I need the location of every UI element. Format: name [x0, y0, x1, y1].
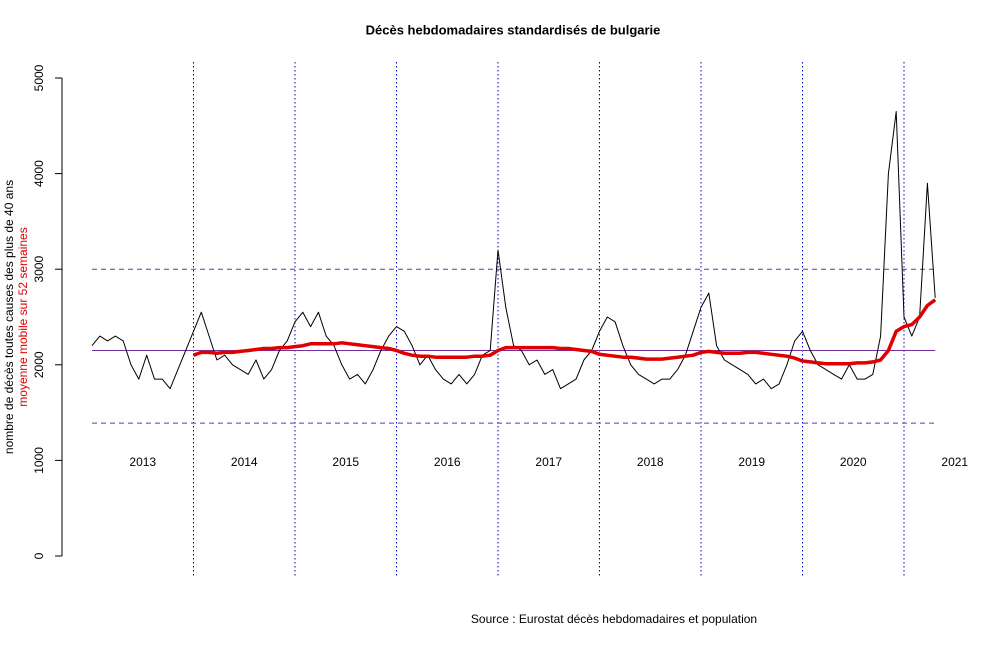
y-axis-label-2: moyenne mobile sur 52 semaines: [16, 227, 30, 406]
y-tick-label: 4000: [32, 160, 46, 187]
source: Source : Eurostat décès hebdomadaires et…: [471, 612, 757, 626]
y-tick-label: 2000: [32, 351, 46, 378]
year-label: 2018: [637, 455, 664, 469]
y-axis-label: nombre de décès toutes causes des plus d…: [2, 180, 16, 454]
series-line: [192, 298, 937, 366]
year-label: 2017: [535, 455, 562, 469]
year-label: 2021: [941, 455, 968, 469]
y-tick-label: 1000: [32, 447, 46, 474]
series-line: [91, 111, 936, 390]
year-label: 2015: [332, 455, 359, 469]
year-label: 2014: [231, 455, 258, 469]
chart-title: Décès hebdomadaires standardisés de bulg…: [366, 22, 661, 37]
y-tick-label: 3000: [32, 256, 46, 283]
year-label: 2020: [840, 455, 867, 469]
year-label: 2013: [129, 455, 156, 469]
year-label: 2019: [738, 455, 765, 469]
y-tick-label: 0: [32, 552, 46, 559]
year-label: 2016: [434, 455, 461, 469]
y-tick-label: 5000: [32, 64, 46, 91]
